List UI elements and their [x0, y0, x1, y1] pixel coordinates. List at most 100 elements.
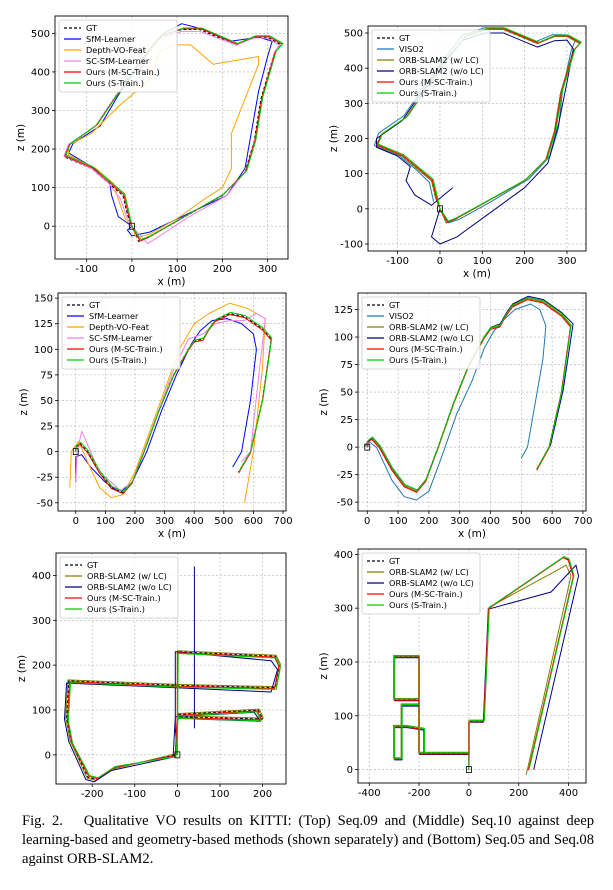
y-tick-label: 200	[334, 657, 353, 668]
axes-frame	[54, 15, 289, 260]
y-tick-label: 100	[34, 345, 53, 356]
y-tick-label: -25	[337, 470, 353, 481]
legend-box	[361, 552, 481, 615]
series-line-sfm-learner	[75, 318, 257, 494]
y-tick-label: 400	[344, 64, 363, 75]
y-tick-label: 100	[344, 169, 363, 180]
chart-seq05-orbslam: -200-10001002000100200300400x (m)z (m)GT…	[16, 552, 287, 800]
legend-label: SC-SfM-Learner	[89, 333, 153, 343]
legend-label: SfM-Learner	[86, 34, 136, 44]
legend-box	[61, 296, 181, 370]
x-tick-label: 500	[214, 516, 233, 527]
x-tick-label: 500	[512, 516, 531, 527]
series-group	[373, 27, 582, 245]
axes-frame	[357, 292, 587, 512]
y-axis-label: z (m)	[318, 388, 330, 415]
series-group	[363, 295, 574, 501]
x-tick-label: 600	[543, 516, 562, 527]
y-tick-label: -50	[37, 498, 53, 509]
series-line-viso2	[363, 303, 547, 501]
y-tick-label: 100	[334, 333, 353, 344]
legend-label: ORB-SLAM2 (w/o LC)	[87, 582, 172, 592]
legend-label: ORB-SLAM2 (w/ LC)	[389, 567, 469, 577]
x-axis-label: x (m)	[158, 528, 186, 540]
legend-label: Ours (S-Train.)	[89, 355, 147, 365]
figure-caption: Fig. 2. Qualitative VO results on KITTI:…	[22, 812, 594, 869]
x-axis-label: x (m)	[158, 276, 186, 288]
series-line-sc-sfm-learner	[75, 313, 266, 491]
y-tick-label: 300	[344, 99, 363, 110]
legend-label: Ours (M-SC-Train.)	[86, 67, 160, 77]
series-line-ours-s-train	[65, 27, 284, 241]
series-group	[63, 23, 284, 245]
y-tick-label: 0	[347, 443, 353, 454]
legend-label: ORB-SLAM2 (w/ LC)	[87, 571, 167, 581]
y-tick-label: 0	[357, 204, 363, 215]
series-line-orb-slam2-w-o-lc	[376, 32, 574, 245]
y-axis-label: z (m)	[16, 655, 28, 682]
x-axis-label: x (m)	[458, 528, 486, 540]
y-axis-label: z (m)	[318, 652, 330, 679]
y-tick-label: 50	[340, 388, 353, 399]
y-tick-label: 0	[45, 750, 51, 761]
x-tick-label: 100	[168, 264, 187, 275]
x-tick-label: 400	[559, 788, 578, 799]
y-tick-label: 100	[32, 705, 51, 716]
series-line-gt	[66, 651, 281, 780]
axes-frame	[57, 292, 287, 512]
legend-label: Ours (M-SC-Train.)	[89, 344, 163, 354]
caption-text: Qualitative VO results on KITTI: (Top) S…	[22, 813, 594, 867]
legend-label: Ours (M-SC-Train.)	[87, 593, 161, 603]
legend-box	[58, 19, 178, 93]
series-group	[64, 566, 281, 783]
x-tick-label: 100	[96, 516, 115, 527]
y-tick-label: 400	[31, 67, 50, 78]
legend-label: GT	[399, 33, 411, 43]
chart-seq09-learning: -100 0 100 200 300 0 100 200 300 400 500 x (m) z (m)…	[15, 15, 289, 288]
legend-box	[361, 296, 481, 370]
y-tick-label: -50	[337, 498, 353, 509]
y-tick-label: -100	[340, 239, 363, 250]
x-tick-label: -400	[358, 788, 381, 799]
start-marker	[465, 766, 472, 773]
legend-label: VISO2	[399, 44, 424, 54]
x-tick-label: -200	[81, 789, 104, 800]
series-line-ours-s-train	[75, 311, 273, 493]
legend-label: ORB-SLAM2 (w/ LC)	[399, 55, 479, 65]
chart-seq09-geometry: -100 0 100 200 300 -100 0 100 200 300 400 500 x (m) z…	[328, 25, 587, 280]
legend-label: GT	[87, 560, 99, 570]
x-tick-label: -200	[408, 788, 431, 799]
y-tick-label: 0	[347, 765, 353, 776]
legend-label: SC-SfM-Learner	[86, 56, 150, 66]
x-tick-label: 300	[557, 256, 576, 267]
x-tick-label: 300	[155, 516, 174, 527]
x-tick-label: -100	[386, 256, 409, 267]
y-tick-label: 75	[340, 360, 353, 371]
x-tick-label: 0	[437, 256, 443, 267]
series-group	[393, 556, 579, 776]
y-tick-label: -25	[37, 473, 53, 484]
legend-label: ORB-SLAM2 (w/o LC)	[399, 66, 484, 76]
y-tick-label: 500	[344, 29, 363, 40]
series-line-ours-s-train	[377, 27, 582, 222]
legend-label: Ours (S-Train.)	[389, 355, 447, 365]
x-tick-label: 700	[573, 516, 592, 527]
start-marker	[72, 448, 79, 456]
y-tick-label: 200	[32, 661, 51, 672]
y-tick-label: 400	[32, 571, 51, 582]
y-axis-label: z (m)	[328, 125, 340, 152]
y-tick-label: 300	[334, 604, 353, 615]
series-line-ours-s-train	[394, 556, 575, 770]
series-line-orb-slam2-w-lc	[65, 650, 281, 781]
legend-label: ORB-SLAM2 (w/o LC)	[389, 578, 474, 588]
y-tick-label: 75	[40, 370, 53, 381]
y-tick-label: 400	[334, 550, 353, 561]
x-tick-label: 100	[473, 256, 492, 267]
y-tick-label: 0	[47, 447, 53, 458]
y-tick-label: 150	[34, 294, 53, 305]
legend-label: VISO2	[389, 311, 414, 321]
